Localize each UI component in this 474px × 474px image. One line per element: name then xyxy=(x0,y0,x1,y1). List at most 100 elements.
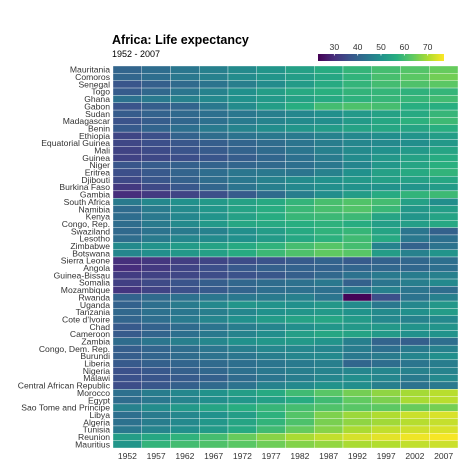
heatmap-cell xyxy=(256,168,286,177)
heatmap-cell xyxy=(314,205,344,214)
heatmap-cell xyxy=(400,102,430,111)
heatmap-cell xyxy=(227,102,257,111)
heatmap-cell xyxy=(141,418,171,427)
heatmap-cell xyxy=(256,271,286,280)
heatmap-cell xyxy=(199,139,229,147)
heatmap-cell xyxy=(141,212,171,221)
heatmap-cell xyxy=(429,344,459,353)
heatmap-cell xyxy=(112,425,142,434)
heatmap-cell xyxy=(371,95,401,103)
heatmap-cell xyxy=(314,344,344,353)
heatmap-cell xyxy=(429,337,459,346)
heatmap-cell xyxy=(314,227,344,236)
heatmap-cell xyxy=(371,403,401,412)
heatmap-cell xyxy=(314,176,344,184)
heatmap-cell xyxy=(429,161,459,170)
heatmap-cell xyxy=(199,183,229,192)
year-labels: 1952 1957 1962 1967 1972 1977 1982 1987 1992 1997… xyxy=(118,451,454,461)
heatmap-cell xyxy=(112,322,142,331)
heatmap-cell xyxy=(400,344,430,353)
heatmap-cell xyxy=(400,352,430,361)
legend-tick-label: 50 xyxy=(376,42,386,52)
heatmap-cell xyxy=(199,264,229,272)
heatmap-cell xyxy=(141,176,171,184)
heatmap-cell xyxy=(112,139,142,147)
legend-tick-label: 30 xyxy=(330,42,340,52)
heatmap-cell xyxy=(141,381,171,390)
year-label: 1967 xyxy=(204,451,223,461)
heatmap-cell xyxy=(314,264,344,272)
country-label: Central African Republic xyxy=(18,381,111,391)
heatmap-cell xyxy=(170,80,200,89)
heatmap-cell xyxy=(256,190,286,199)
country-label: Guinea xyxy=(82,153,110,163)
heatmap-cell xyxy=(141,286,171,294)
heatmap-cell xyxy=(141,242,171,250)
heatmap-cell xyxy=(429,117,459,125)
heatmap-cell xyxy=(141,440,171,449)
heatmap-cell xyxy=(227,293,257,302)
heatmap-cell xyxy=(227,433,257,441)
heatmap-cell xyxy=(314,308,344,316)
heatmap-cell xyxy=(314,425,344,434)
heatmap-cell xyxy=(371,389,401,397)
heatmap-cell xyxy=(227,330,257,338)
heatmap-cell xyxy=(227,153,257,162)
country-label: Liberia xyxy=(84,359,110,369)
heatmap-cell xyxy=(112,352,142,361)
heatmap-cell xyxy=(371,411,401,419)
heatmap-cell xyxy=(285,367,315,375)
heatmap-cell xyxy=(256,234,286,243)
heatmap-cell xyxy=(285,308,315,316)
year-label: 1992 xyxy=(348,451,367,461)
heatmap-cell xyxy=(429,198,459,206)
heatmap-cell xyxy=(342,440,372,449)
heatmap-cell xyxy=(227,73,257,81)
heatmap-cell xyxy=(256,176,286,184)
heatmap-cell xyxy=(400,308,430,316)
heatmap-cell xyxy=(285,65,315,74)
heatmap-cell xyxy=(285,286,315,294)
heatmap-cell xyxy=(256,337,286,346)
legend-tick-label: 40 xyxy=(353,42,363,52)
country-label: Uganda xyxy=(80,300,110,310)
country-label: Djibouti xyxy=(81,175,110,185)
heatmap-cell xyxy=(314,139,344,147)
heatmap-cell xyxy=(227,161,257,170)
heatmap-cell xyxy=(256,161,286,170)
heatmap-cell xyxy=(314,300,344,309)
heatmap-cell xyxy=(112,227,142,236)
country-label: Botswana xyxy=(72,248,110,258)
heatmap-cell xyxy=(285,344,315,353)
heatmap-cell xyxy=(141,293,171,302)
heatmap-cell xyxy=(170,433,200,441)
country-label: Mali xyxy=(94,145,110,155)
heatmap-cell xyxy=(285,256,315,265)
heatmap-cell xyxy=(227,65,257,74)
heatmap-cell xyxy=(314,374,344,383)
heatmap-cell xyxy=(170,256,200,265)
heatmap-cell xyxy=(429,330,459,338)
heatmap-cell xyxy=(285,264,315,272)
heatmap-cell xyxy=(199,278,229,287)
heatmap-cell xyxy=(285,278,315,287)
heatmap-cell xyxy=(141,95,171,103)
heatmap-cell xyxy=(112,234,142,243)
heatmap-cell xyxy=(199,286,229,294)
year-label: 1987 xyxy=(319,451,338,461)
heatmap-cell xyxy=(285,322,315,331)
heatmap-cell xyxy=(227,359,257,368)
heatmap-cell xyxy=(112,249,142,258)
heatmap-cell xyxy=(227,168,257,177)
heatmap-cell xyxy=(256,315,286,324)
heatmap-cell xyxy=(314,117,344,125)
heatmap-cell xyxy=(429,367,459,375)
heatmap-cell xyxy=(314,315,344,324)
heatmap-cell xyxy=(429,176,459,184)
heatmap-cell xyxy=(429,131,459,140)
heatmap-cell xyxy=(285,396,315,405)
heatmap-cell xyxy=(342,286,372,294)
heatmap-cell xyxy=(112,418,142,427)
heatmap-cell xyxy=(371,227,401,236)
heatmap-cell xyxy=(342,242,372,250)
